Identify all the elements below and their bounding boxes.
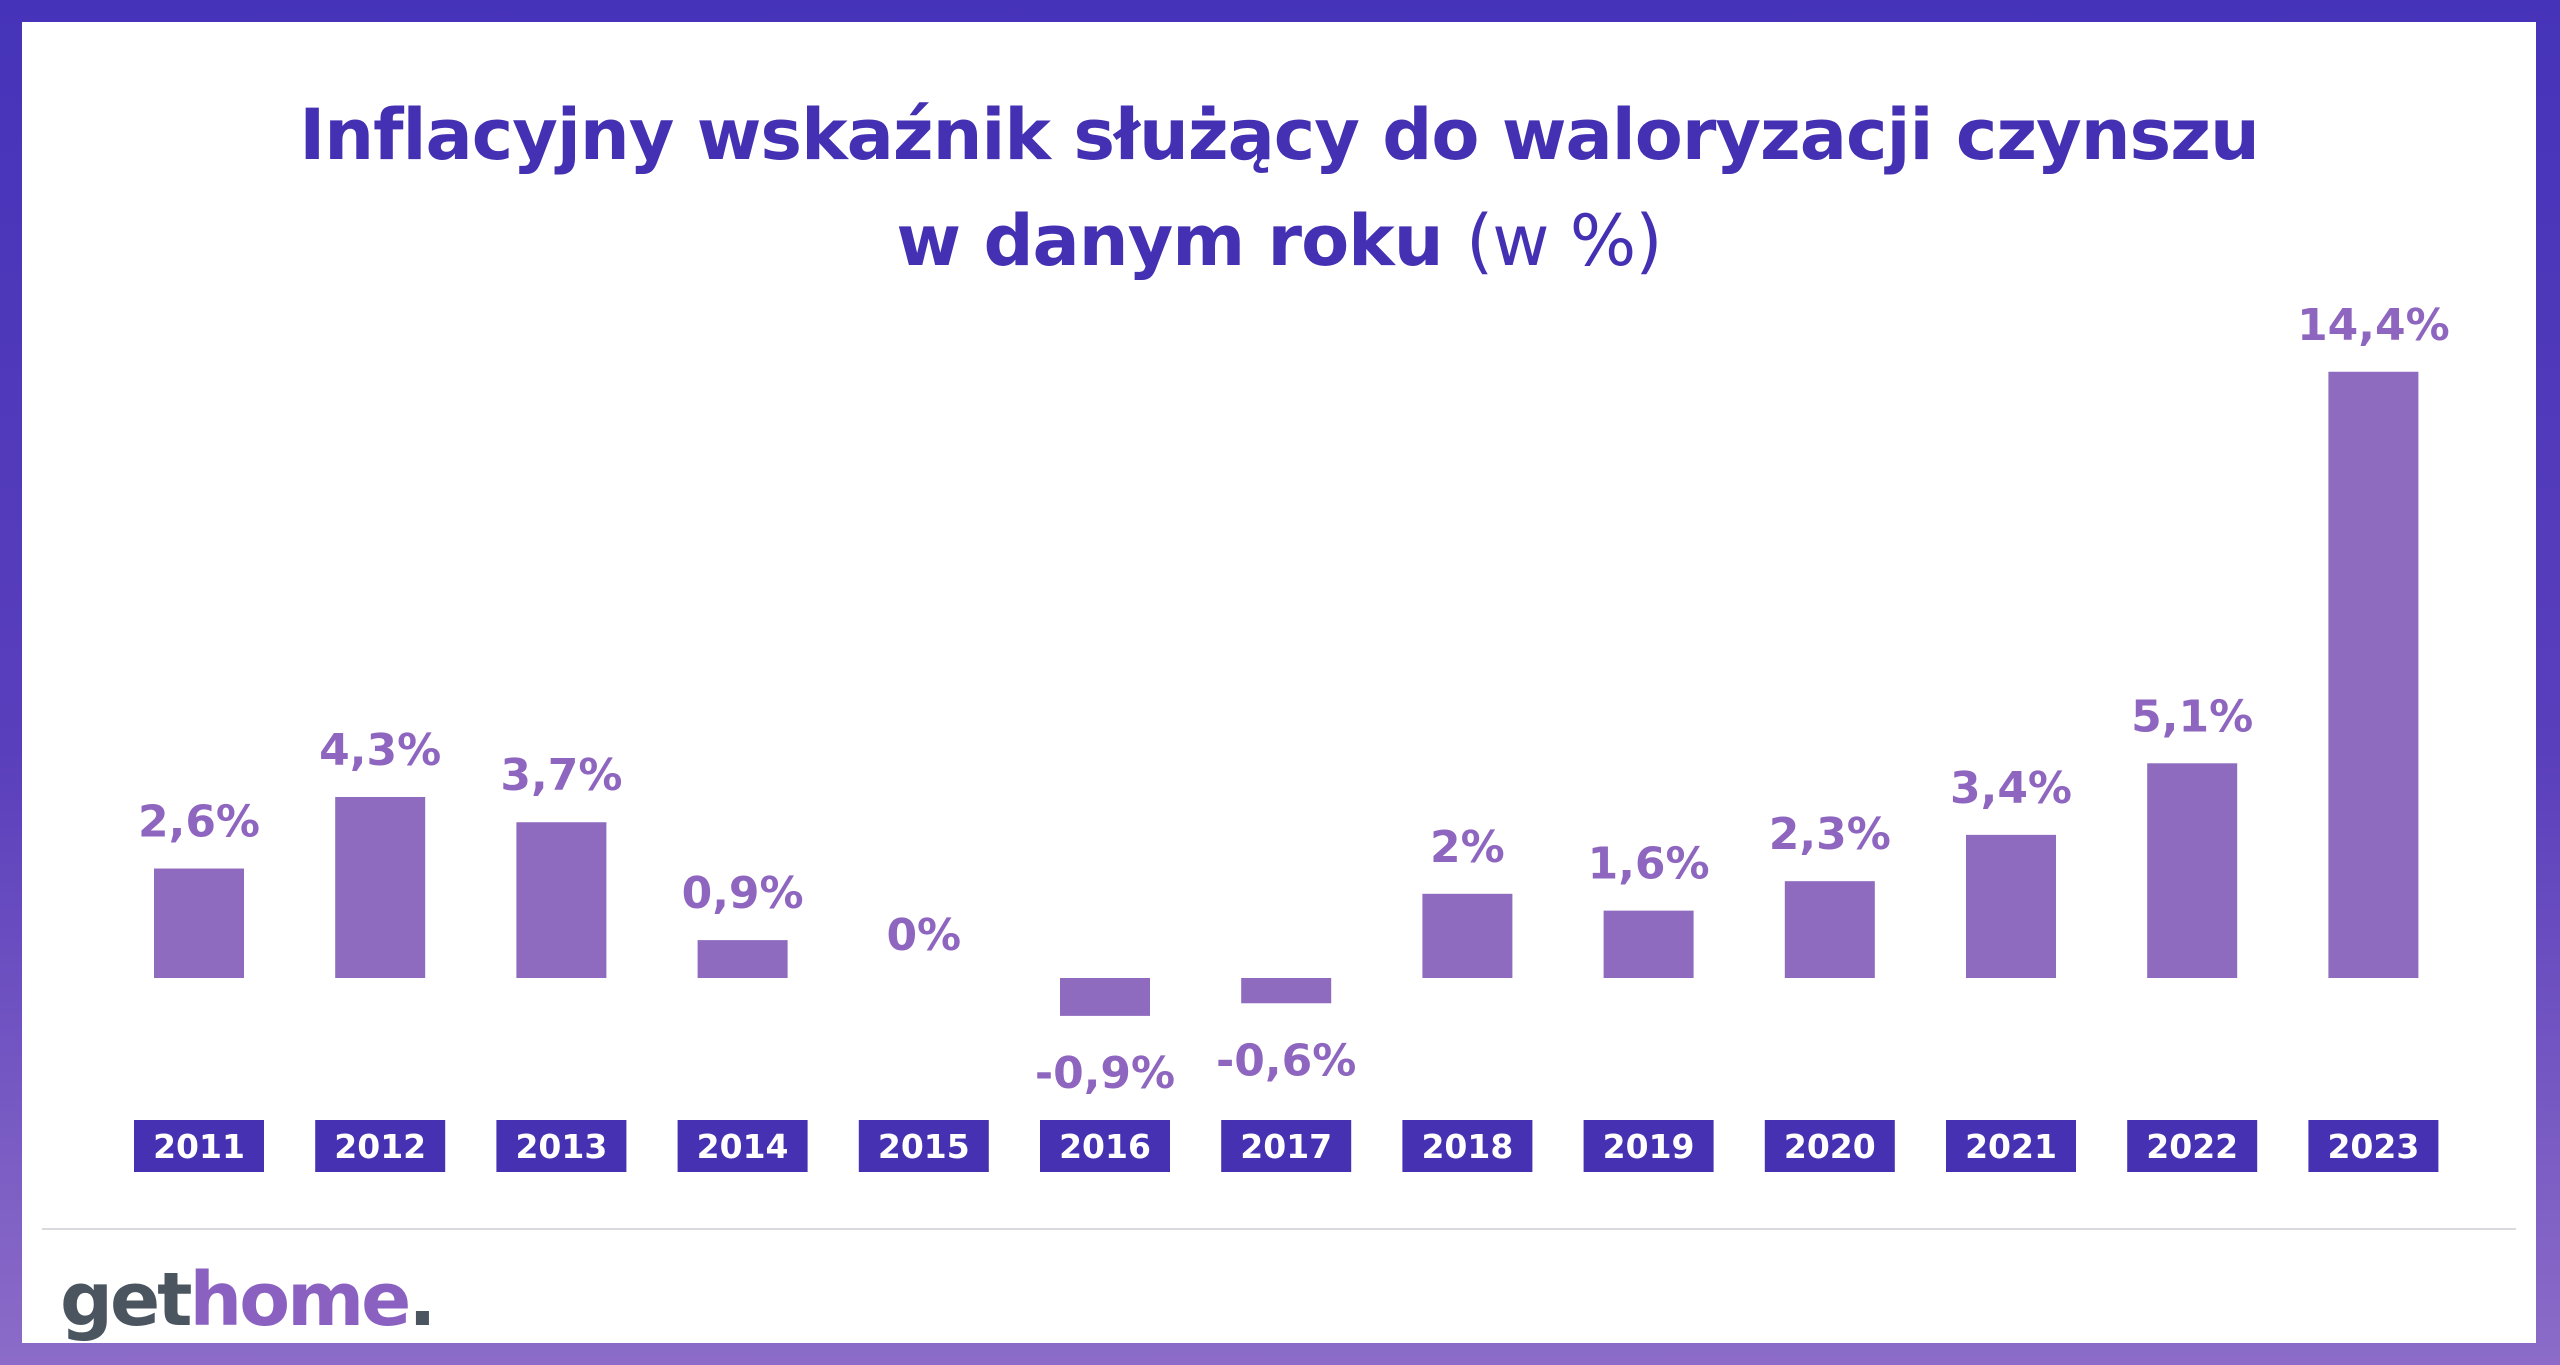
bar-2022	[2147, 763, 2238, 978]
chart-title: Inflacyjny wskaźnik służący do waloryzac…	[22, 82, 2536, 294]
year-box-2017	[1221, 1120, 1352, 1172]
year-box-2014	[677, 1120, 808, 1172]
data-label-2011: 2,6%	[138, 797, 260, 848]
title-line-2-main: w danym roku	[896, 200, 1443, 282]
bar-2014	[697, 940, 788, 978]
year-box-2011	[134, 1120, 264, 1172]
data-label-2019: 1,6%	[1588, 839, 1710, 890]
tick-label-2015: 2015	[878, 1127, 970, 1166]
bar-2019	[1603, 910, 1694, 978]
tick-label-2013: 2013	[515, 1127, 607, 1166]
gethome-logo: gethome.	[60, 1250, 437, 1350]
chart-panel: Inflacyjny wskaźnik służący do waloryzac…	[22, 22, 2536, 1343]
tick-label-2021: 2021	[1965, 1127, 2057, 1166]
year-box-2022	[2127, 1120, 2258, 1172]
year-box-2021	[1946, 1120, 2076, 1172]
title-unit: (w %)	[1465, 200, 1663, 282]
tick-label-2019: 2019	[1603, 1127, 1695, 1166]
data-label-2018: 2%	[1430, 822, 1505, 873]
year-box-2018	[1402, 1120, 1533, 1172]
data-label-2014: 0,9%	[682, 868, 804, 919]
bar-2018	[1422, 893, 1513, 978]
data-label-2020: 2,3%	[1769, 809, 1891, 860]
data-label-2021: 3,4%	[1950, 763, 2072, 814]
data-label-2012: 4,3%	[319, 725, 441, 776]
year-box-2016	[1040, 1120, 1170, 1172]
data-label-2016: -0,9%	[1035, 1048, 1175, 1099]
year-box-2019	[1583, 1120, 1714, 1172]
logo-part-get: get	[60, 1257, 193, 1343]
tick-label-2023: 2023	[2327, 1127, 2419, 1166]
tick-label-2020: 2020	[1784, 1127, 1876, 1166]
tick-label-2011: 2011	[153, 1127, 245, 1166]
title-line-2: w danym roku (w %)	[22, 188, 2536, 294]
bar-2021	[1966, 834, 2056, 978]
year-box-2012	[315, 1120, 446, 1172]
year-box-2015	[858, 1120, 989, 1172]
bar-2023	[2328, 371, 2419, 978]
tick-label-2018: 2018	[1421, 1127, 1513, 1166]
footer-divider	[42, 1228, 2516, 1230]
data-label-2013: 3,7%	[500, 750, 622, 801]
bar-2017	[1241, 978, 1332, 1004]
bar-chart: 2,6% 2011 4,3% 2012 3,7% 2013 0,9% 2014 0% 2015 -0…	[134, 300, 2450, 1172]
data-label-2023: 14,4%	[2297, 300, 2450, 351]
logo-part-home: home	[189, 1257, 412, 1343]
year-box-2020	[1764, 1120, 1895, 1172]
tick-label-2016: 2016	[1059, 1127, 1151, 1166]
year-box-2023	[2308, 1120, 2439, 1172]
title-line-1: Inflacyjny wskaźnik służący do waloryzac…	[299, 94, 2260, 176]
bar-2016	[1060, 978, 1150, 1016]
tick-label-2012: 2012	[334, 1127, 426, 1166]
bar-2020	[1784, 881, 1875, 978]
data-label-2015: 0%	[886, 910, 961, 961]
bar-2011	[154, 868, 244, 978]
bar-2013	[516, 822, 607, 978]
data-label-2022: 5,1%	[2131, 691, 2253, 742]
logo-part-dot: .	[408, 1257, 436, 1343]
tick-label-2017: 2017	[1240, 1127, 1332, 1166]
tick-label-2022: 2022	[2146, 1127, 2238, 1166]
data-label-2017: -0,6%	[1216, 1035, 1356, 1086]
year-box-2013	[496, 1120, 627, 1172]
tick-label-2014: 2014	[697, 1127, 789, 1166]
bar-2012	[335, 796, 426, 978]
